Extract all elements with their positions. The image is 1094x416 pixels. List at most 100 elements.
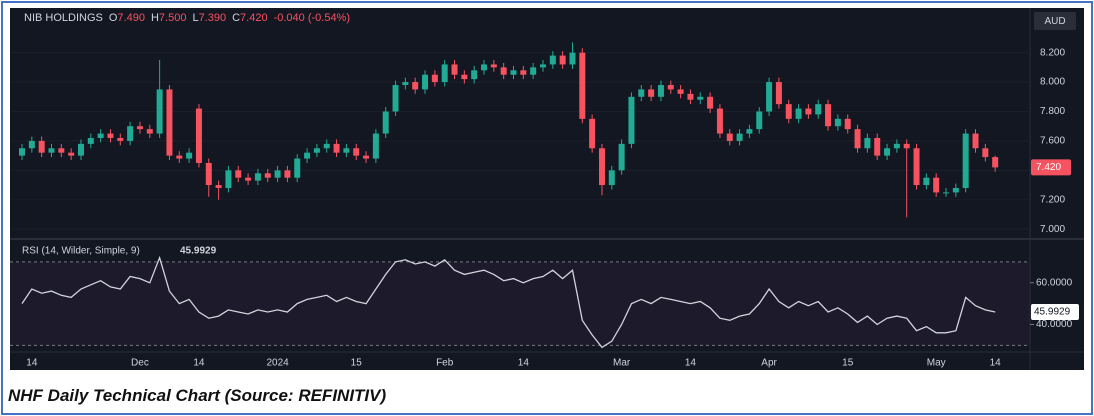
candle-body xyxy=(441,64,448,83)
rsi-line xyxy=(21,255,996,349)
rsi-title: RSI (14, Wilder, Simple, 9) xyxy=(22,246,140,257)
candle-body xyxy=(490,64,497,68)
candle-body xyxy=(697,96,704,100)
candle-body xyxy=(471,70,478,80)
ohlc-key: O xyxy=(108,12,118,24)
candle-body xyxy=(97,133,104,138)
candle-body xyxy=(28,140,35,149)
currency-box xyxy=(1034,12,1076,30)
candle-body xyxy=(304,152,311,159)
y-tick-label: 7.000 xyxy=(1040,224,1065,235)
ohlc-c: C7.420 xyxy=(232,12,267,24)
header: NIB HOLDINGS O7.490 H7.500 L7.390 C7.420… xyxy=(24,12,350,24)
candle-body xyxy=(225,170,232,188)
y-tick-label: 8.000 xyxy=(1040,77,1065,88)
candle-body xyxy=(785,104,792,119)
x-tick-label: 15 xyxy=(351,358,363,369)
candle-body xyxy=(402,82,409,86)
candle-body xyxy=(972,133,979,149)
candle-body xyxy=(205,162,212,186)
candle-body xyxy=(687,93,694,100)
candle-body xyxy=(844,118,851,130)
y-tick-label: 7.200 xyxy=(1040,194,1065,205)
candle-body xyxy=(235,170,242,178)
x-tick-label: 14 xyxy=(685,358,697,369)
candle-body xyxy=(87,137,94,144)
candle-body xyxy=(628,96,635,144)
x-tick-label: Feb xyxy=(436,358,454,369)
candle-body xyxy=(392,85,399,112)
candle-body xyxy=(657,85,664,97)
x-tick-label: Apr xyxy=(761,358,777,369)
ohlc-h: H7.500 xyxy=(151,12,186,24)
candle-body xyxy=(323,143,330,149)
candle-body xyxy=(77,143,84,156)
candle-body xyxy=(333,143,340,153)
candle-body xyxy=(559,55,566,65)
candle-body xyxy=(775,82,782,105)
ohlc-value: 7.500 xyxy=(158,12,187,24)
candle-body xyxy=(68,152,75,156)
candle-body xyxy=(667,85,674,90)
last-price-tag xyxy=(1031,159,1071,176)
candle-body xyxy=(156,89,163,134)
candle-body xyxy=(146,129,153,134)
x-tick-label: 14 xyxy=(26,358,38,369)
candle-body xyxy=(795,108,802,119)
candle-body xyxy=(903,143,910,149)
candle-body xyxy=(422,74,429,90)
candle-body xyxy=(274,170,281,178)
x-tick-label: May xyxy=(927,358,946,369)
chart: AUD RSI (14, Wilder, Simple, 9) 45.9929 … xyxy=(10,8,1084,370)
candle-body xyxy=(854,129,861,149)
rsi-value: 45.9929 xyxy=(180,246,217,257)
candle-body xyxy=(913,148,920,186)
rsi-tick-label: 40.0000 xyxy=(1036,319,1073,330)
caption: NHF Daily Technical Chart (Source: REFIN… xyxy=(8,386,387,405)
candle-body xyxy=(127,126,134,141)
candle-body xyxy=(451,64,458,75)
candle-body xyxy=(815,104,822,115)
x-tick-label: 15 xyxy=(842,358,854,369)
candle-body xyxy=(766,82,773,112)
candle-body xyxy=(893,143,900,149)
candle-body xyxy=(461,74,468,80)
ohlc-o: O7.490 xyxy=(109,12,145,24)
ohlc-key: H xyxy=(150,12,159,24)
candle-body xyxy=(382,111,389,134)
candle-body xyxy=(343,148,350,153)
candle-body xyxy=(864,137,871,149)
candle-body xyxy=(598,148,605,186)
candle-body xyxy=(372,133,379,159)
candle-body xyxy=(176,155,183,159)
candle-body xyxy=(412,82,419,90)
candle-body xyxy=(186,152,193,159)
candle-body xyxy=(136,126,143,130)
candle-body xyxy=(166,89,173,156)
last-price-label: 7.420 xyxy=(1036,162,1061,173)
title: NIB HOLDINGS xyxy=(24,12,103,24)
candle-body xyxy=(284,170,291,178)
candle-body xyxy=(510,70,517,75)
candle-body xyxy=(353,148,360,156)
candle-body xyxy=(834,118,841,127)
candle-body xyxy=(923,177,930,186)
candle-body xyxy=(294,158,301,178)
y-tick-label: 7.800 xyxy=(1040,106,1065,117)
candle-body xyxy=(549,55,556,65)
candle-body xyxy=(363,155,370,159)
y-tick-label: 8.200 xyxy=(1040,47,1065,58)
candle-body xyxy=(58,148,65,153)
candle-body xyxy=(500,67,507,75)
candle-body xyxy=(943,192,950,194)
y-tick-label: 7.600 xyxy=(1040,136,1065,147)
ohlc-value: 7.390 xyxy=(198,12,227,24)
candle-body xyxy=(481,64,488,71)
rsi-band xyxy=(10,261,1030,346)
candle-body xyxy=(884,148,891,156)
x-tick-label: 14 xyxy=(990,358,1002,369)
ohlc-l: L7.390 xyxy=(192,12,226,24)
candle-body xyxy=(933,177,940,193)
candle-body xyxy=(431,74,438,83)
x-tick-label: Dec xyxy=(131,358,149,369)
